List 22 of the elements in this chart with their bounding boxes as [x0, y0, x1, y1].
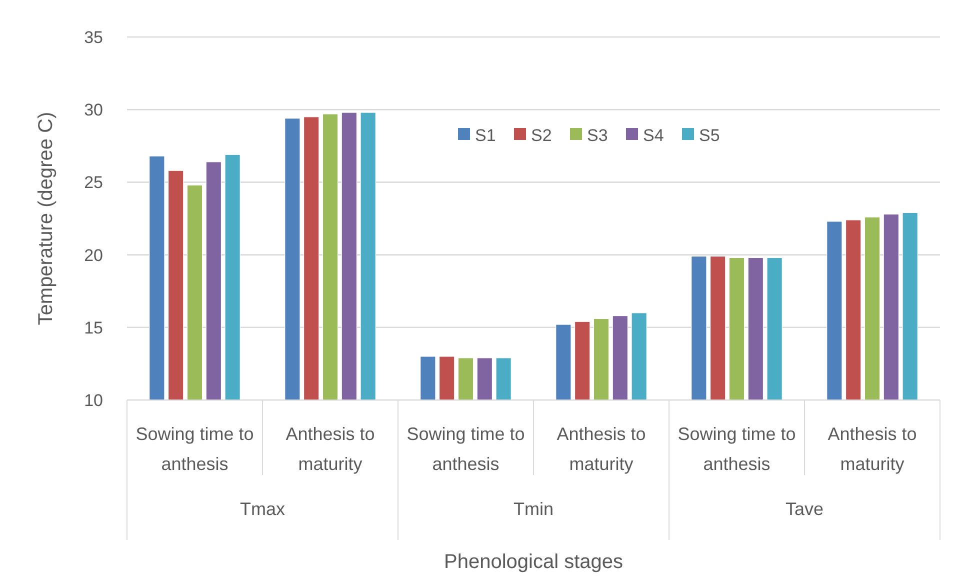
legend-label: S3 — [587, 126, 608, 145]
legend-label: S1 — [475, 126, 496, 145]
x-tick-label: Anthesis to maturity — [286, 424, 375, 474]
legend-label: S4 — [643, 126, 664, 145]
y-tick-label: 35 — [84, 28, 103, 47]
y-tick-label: 25 — [84, 173, 103, 192]
x-tick-label: Anthesis to maturity — [828, 424, 917, 474]
y-axis-title: Temperature (degree C) — [35, 112, 57, 326]
x-tick-label: Anthesis to maturity — [556, 424, 646, 474]
legend-label: S5 — [699, 126, 720, 145]
legend-label: S2 — [531, 126, 552, 145]
x-tick-label: Sowing time to anthesis — [136, 424, 254, 474]
text: Tave — [785, 499, 824, 519]
x-tick-label: Sowing time to anthesis — [406, 424, 525, 474]
y-tick-label: 20 — [84, 246, 103, 265]
y-tick-label: 15 — [84, 318, 103, 338]
x-tick-label: Sowing time to anthesis — [678, 424, 796, 474]
y-tick-label: 10 — [84, 390, 103, 410]
text: Tmax — [240, 499, 285, 519]
text: Tmin — [514, 499, 554, 519]
y-tick-label: 30 — [84, 100, 103, 120]
x-axis-title: Phenological stages — [444, 551, 624, 573]
